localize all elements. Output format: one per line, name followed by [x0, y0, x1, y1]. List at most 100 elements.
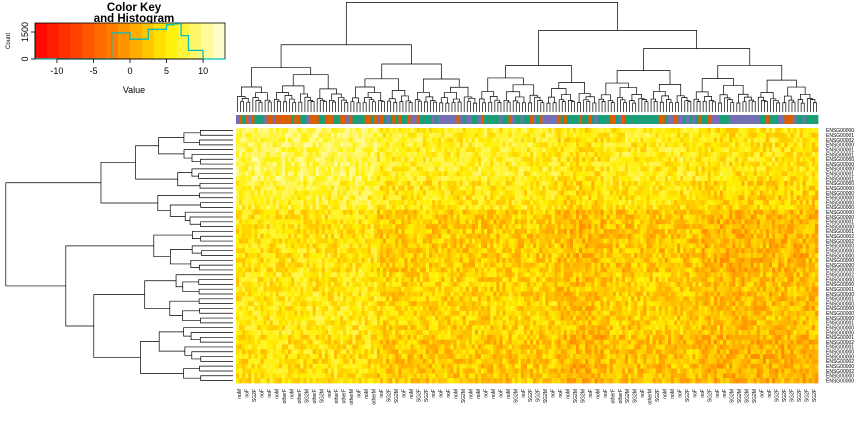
heatmap-cell: [456, 190, 460, 196]
heatmap-cell: [735, 128, 739, 134]
heatmap-cell: [726, 152, 730, 158]
column-dendrogram-branch: [736, 102, 741, 112]
heatmap-cell: [689, 132, 693, 138]
heatmap-cell: [710, 161, 715, 167]
heatmap-cell: [808, 142, 813, 148]
heatmap-cell: [527, 238, 531, 244]
heatmap-cell: [383, 224, 387, 230]
heatmap-cell: [493, 233, 497, 240]
heatmap-cell: [723, 166, 727, 172]
heatmap-cell: [646, 195, 650, 201]
heatmap-cell: [787, 147, 791, 153]
heatmap-cell: [796, 128, 800, 134]
heatmap-cell: [327, 233, 332, 240]
heatmap-cell: [367, 238, 372, 244]
heatmap-cell: [719, 166, 724, 172]
heatmap-cell: [398, 156, 402, 163]
heatmap-cell: [588, 238, 592, 244]
heatmap-cell: [530, 176, 534, 182]
heatmap-cell: [327, 161, 332, 167]
heatmap-cell: [386, 224, 390, 230]
heatmap-cell: [239, 214, 243, 220]
heatmap-cell: [291, 152, 295, 158]
heatmap-cell: [330, 185, 335, 191]
heatmap-cell: [747, 224, 751, 230]
heatmap-cell: [346, 238, 350, 244]
heatmap-cell: [542, 195, 546, 201]
heatmap-cell: [337, 190, 341, 196]
column-dendrogram-branch: [800, 102, 805, 112]
heatmap-cell: [379, 219, 384, 225]
heatmap-cell: [257, 229, 261, 235]
heatmap-cell: [312, 166, 316, 172]
heatmap-cell: [269, 176, 274, 182]
heatmap-cell: [236, 229, 240, 235]
heatmap-cell: [674, 219, 678, 225]
heatmap-cell: [646, 137, 650, 143]
heatmap-cell: [527, 176, 531, 182]
side-color-cell: [386, 115, 390, 124]
heatmap-cell: [474, 185, 479, 191]
heatmap-cell: [508, 128, 513, 134]
color-key-bin: [213, 23, 226, 59]
heatmap-cell: [704, 190, 709, 196]
heatmap-cell: [432, 147, 436, 153]
heatmap-cell: [716, 233, 721, 240]
heatmap-cell: [716, 166, 721, 172]
heatmap-cell: [542, 152, 546, 158]
heatmap-cell: [808, 161, 813, 167]
heatmap-cell: [468, 209, 473, 215]
heatmap-cell: [248, 176, 252, 182]
heatmap-cell: [796, 137, 800, 143]
column-dendrogram-branch: [659, 101, 664, 112]
heatmap-cell: [744, 137, 748, 143]
heatmap-cell: [281, 128, 286, 134]
heatmap-cell: [294, 147, 298, 153]
column-dendrogram-branch: [414, 99, 421, 112]
heatmap-cell: [511, 137, 516, 143]
heatmap-cell: [236, 219, 240, 225]
heatmap-cell: [618, 200, 623, 206]
heatmap-cell: [787, 190, 791, 196]
heatmap-cell: [790, 128, 794, 134]
heatmap-cell: [294, 209, 298, 215]
heatmap-cell: [447, 161, 451, 167]
heatmap-cell: [551, 176, 555, 182]
heatmap-cell: [514, 233, 519, 240]
heatmap-cell: [609, 219, 614, 225]
heatmap-cell: [285, 166, 289, 172]
heatmap-cell: [569, 209, 574, 215]
heatmap-cell: [352, 156, 356, 163]
heatmap-cell: [664, 128, 669, 134]
heatmap-cell: [376, 219, 381, 225]
heatmap-cell: [704, 161, 709, 167]
heatmap-cell: [456, 214, 460, 220]
heatmap-cell: [389, 224, 393, 230]
heatmap-cell: [640, 171, 644, 177]
heatmap-cell: [502, 214, 506, 220]
heatmap-cell: [358, 176, 362, 182]
heatmap-cell: [747, 209, 751, 215]
heatmap-cell: [508, 166, 513, 172]
heatmap-cell: [401, 185, 405, 191]
heatmap-cell: [523, 166, 528, 172]
heatmap-cell: [398, 238, 402, 244]
heatmap-cell: [462, 147, 467, 153]
heatmap-cell: [557, 185, 562, 191]
heatmap-cell: [425, 132, 430, 138]
heatmap-cell: [370, 147, 375, 153]
heatmap-cell: [781, 190, 785, 196]
heatmap-cell: [808, 204, 813, 211]
heatmap-cell: [321, 152, 326, 158]
heatmap-cell: [288, 147, 292, 153]
heatmap-cell: [266, 204, 271, 211]
heatmap-cell: [303, 176, 307, 182]
heatmap-cell: [576, 152, 580, 158]
side-color-cell: [484, 115, 488, 124]
heatmap-cell: [698, 171, 702, 177]
heatmap-cell: [640, 219, 644, 225]
heatmap-cell: [364, 171, 369, 177]
heatmap-cell: [269, 142, 274, 148]
heatmap-cell: [732, 176, 736, 182]
heatmap-cell: [664, 190, 669, 196]
